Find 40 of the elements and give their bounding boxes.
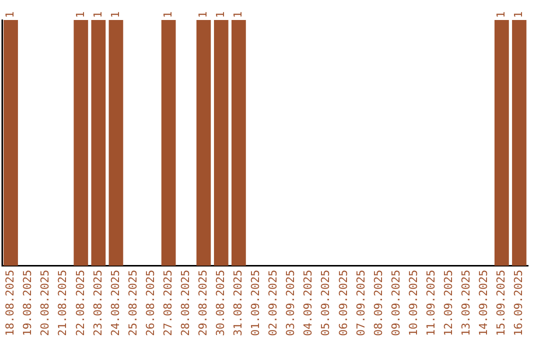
x-tick-label: 01.09.2025 [249, 270, 262, 336]
x-tick-label: 03.09.2025 [284, 270, 298, 336]
x-tick-label: 14.09.2025 [477, 270, 490, 336]
x-tick-label: 28.08.2025 [178, 270, 192, 336]
data-label: 1 [232, 11, 245, 18]
data-label: 1 [74, 11, 87, 18]
x-tick-label: 20.08.2025 [38, 270, 52, 336]
data-label: 1 [494, 11, 508, 18]
x-tick-label: 09.09.2025 [389, 270, 402, 336]
x-tick-label: 30.08.2025 [214, 270, 228, 336]
x-tick-label: 27.08.2025 [161, 270, 174, 336]
x-tick-label: 31.08.2025 [232, 270, 245, 336]
x-tick-label: 29.08.2025 [196, 270, 210, 336]
data-label: 1 [161, 11, 174, 18]
x-tick-label: 15.09.2025 [494, 270, 508, 336]
x-tick-label: 16.09.2025 [512, 270, 526, 336]
x-tick-label: 18.08.2025 [4, 270, 17, 336]
x-tick-label: 13.09.2025 [459, 270, 472, 336]
x-tick-label: 23.08.2025 [91, 270, 104, 336]
x-tick-label: 02.09.2025 [266, 270, 280, 336]
data-label: 1 [214, 11, 228, 18]
x-tick-label: 24.08.2025 [108, 270, 122, 336]
x-tick-label: 07.09.2025 [354, 270, 368, 336]
x-tick-label: 05.09.2025 [319, 270, 332, 336]
data-label: 1 [91, 11, 104, 18]
x-tick-label: 04.09.2025 [302, 270, 315, 336]
x-tick-label: 08.09.2025 [372, 270, 385, 336]
x-tick-label: 12.09.2025 [442, 270, 455, 336]
data-label: 1 [4, 11, 17, 18]
x-tick-label: 10.09.2025 [406, 270, 420, 336]
x-tick-label: 19.08.2025 [21, 270, 34, 336]
x-tick-label: 21.08.2025 [56, 270, 70, 336]
data-label: 1 [108, 11, 122, 18]
x-tick-label: 11.09.2025 [424, 270, 438, 336]
data-label: 1 [196, 11, 210, 18]
x-tick-label: 06.09.2025 [336, 270, 350, 336]
x-tick-label: 26.08.2025 [144, 270, 157, 336]
data-label: 1 [512, 11, 526, 18]
x-tick-label: 25.08.2025 [126, 270, 140, 336]
x-tick-label: 22.08.2025 [74, 270, 87, 336]
